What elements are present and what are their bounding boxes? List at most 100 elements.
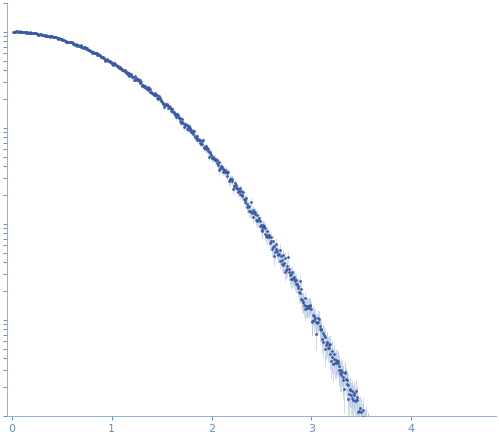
Point <box>306 302 314 309</box>
Point <box>116 63 124 70</box>
Point <box>196 139 204 146</box>
Point <box>45 32 53 39</box>
Point <box>215 166 223 173</box>
Point <box>97 54 105 61</box>
Point <box>235 187 243 194</box>
Point <box>114 63 122 70</box>
Point <box>177 117 185 124</box>
Point <box>10 28 18 35</box>
Point <box>151 90 159 97</box>
Point <box>17 29 25 36</box>
Point <box>175 113 183 120</box>
Point <box>190 130 198 137</box>
Point <box>103 56 111 63</box>
Point <box>18 28 26 35</box>
Point <box>101 57 109 64</box>
Point <box>309 311 317 318</box>
Point <box>155 93 163 100</box>
Point <box>234 186 242 193</box>
Point <box>70 41 78 48</box>
Point <box>131 76 139 83</box>
Point <box>165 102 173 109</box>
Point <box>346 386 354 393</box>
Point <box>230 183 238 190</box>
Point <box>293 282 301 289</box>
Point <box>127 71 135 78</box>
Point <box>269 237 277 244</box>
Point <box>187 127 195 134</box>
Point <box>37 31 45 38</box>
Point <box>58 36 66 43</box>
Point <box>282 262 290 269</box>
Point <box>256 222 264 229</box>
Point <box>45 32 53 39</box>
Point <box>194 135 202 142</box>
Point <box>243 204 250 211</box>
Point <box>331 359 339 366</box>
Point <box>149 90 157 97</box>
Point <box>166 105 174 112</box>
Point <box>313 319 321 326</box>
Point <box>106 58 114 65</box>
Point <box>281 268 289 275</box>
Point <box>332 356 340 363</box>
Point <box>105 58 113 65</box>
Point <box>366 428 374 435</box>
Point <box>136 80 144 87</box>
Point <box>252 216 260 223</box>
Point <box>303 304 311 311</box>
Point <box>354 409 362 416</box>
Point <box>125 73 133 80</box>
Point <box>324 344 332 351</box>
Point <box>360 423 368 430</box>
Point <box>164 104 172 111</box>
Point <box>266 238 274 245</box>
Point <box>364 424 372 431</box>
Point <box>46 33 54 40</box>
Point <box>167 107 175 114</box>
Point <box>57 36 65 43</box>
Point <box>135 77 143 84</box>
Point <box>273 251 281 258</box>
Point <box>88 48 96 55</box>
Point <box>275 251 283 258</box>
Point <box>34 31 42 38</box>
Point <box>357 420 365 427</box>
Point <box>94 50 102 57</box>
Point <box>44 33 52 40</box>
Point <box>223 172 231 179</box>
Point <box>95 52 103 59</box>
Point <box>173 111 181 118</box>
Point <box>238 193 246 200</box>
Point <box>326 340 334 347</box>
Point <box>333 358 341 365</box>
Point <box>278 260 286 267</box>
Point <box>150 91 158 98</box>
Point <box>248 210 256 217</box>
Point <box>310 312 318 319</box>
Point <box>183 122 191 129</box>
Point <box>182 121 190 128</box>
Point <box>12 28 20 35</box>
Point <box>273 247 281 254</box>
Point <box>362 420 370 427</box>
Point <box>194 137 202 144</box>
Point <box>290 274 298 281</box>
Point <box>159 100 167 107</box>
Point <box>138 81 146 88</box>
Point <box>299 298 307 305</box>
Point <box>148 89 156 96</box>
Point <box>92 49 100 56</box>
Point <box>125 70 133 77</box>
Point <box>284 269 292 276</box>
Point <box>189 128 197 135</box>
Point <box>213 156 221 163</box>
Point <box>162 102 170 109</box>
Point <box>14 28 22 35</box>
Point <box>85 46 93 53</box>
Point <box>187 128 195 135</box>
Point <box>220 167 228 174</box>
Point <box>253 218 261 225</box>
Point <box>84 46 92 53</box>
Point <box>338 368 346 375</box>
